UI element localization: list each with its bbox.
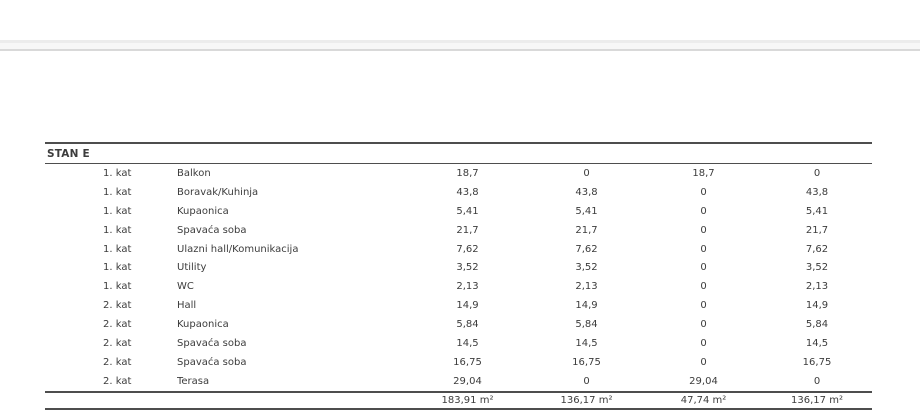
table-section-header: STAN E [45, 144, 872, 164]
floor-cell: 1. kat [103, 224, 132, 236]
table-section-title: STAN E [47, 147, 90, 160]
value-cell: 29,04 [453, 375, 482, 387]
value-cell: 3,52 [456, 262, 479, 274]
total-area-cell: 183,91 m² [441, 394, 494, 406]
room-cell: Hall [177, 300, 197, 312]
table-row: 2. kat Terasa 29,04 0 29,04 0 [45, 372, 872, 391]
value-cell: 0 [700, 356, 707, 368]
room-cell: Utility [177, 262, 207, 274]
value-cell: 0 [583, 375, 590, 387]
room-cell: Spavaća soba [177, 337, 247, 349]
value-cell: 0 [700, 205, 707, 217]
room-cell: Terasa [177, 375, 210, 387]
table-body: 1. kat Balkon 18,7 0 18,7 0 1. kat Borav… [45, 164, 872, 391]
value-cell: 43,8 [575, 186, 598, 198]
table-row: 1. kat Spavaća soba 21,7 21,7 0 21,7 [45, 221, 872, 240]
value-cell: 7,62 [575, 243, 598, 255]
value-cell: 0 [813, 375, 821, 387]
value-cell: 14,5 [805, 337, 829, 349]
value-cell: 5,84 [456, 319, 479, 331]
table-row: 1. kat Utility 3,52 3,52 0 3,52 [45, 258, 872, 277]
table-row: 2. kat Kupaonica 5,84 5,84 0 5,84 [45, 315, 872, 334]
totals-row: 183,91 m² 136,17 m² 47,74 m² 136,17 m² [45, 390, 872, 410]
value-cell: 0 [700, 300, 707, 312]
value-cell: 21,7 [456, 224, 479, 236]
value-cell: 7,62 [805, 243, 829, 255]
value-cell: 43,8 [805, 186, 829, 198]
table-row: 1. kat WC 2,13 2,13 0 2,13 [45, 277, 872, 296]
value-cell: 14,9 [456, 300, 479, 312]
floor-cell: 1. kat [103, 205, 132, 217]
value-cell: 0 [700, 337, 707, 349]
floor-cell: 1. kat [103, 262, 132, 274]
value-cell: 21,7 [805, 224, 829, 236]
table-row: 1. kat Balkon 18,7 0 18,7 0 [45, 164, 872, 183]
room-cell: Balkon [177, 167, 211, 179]
value-cell: 0 [700, 281, 707, 293]
value-cell: 0 [700, 262, 707, 274]
room-cell: Ulazni hall/Komunikacija [177, 243, 299, 255]
value-cell: 3,52 [805, 262, 829, 274]
value-cell: 14,5 [456, 337, 479, 349]
value-cell: 14,9 [575, 300, 598, 312]
floor-cell: 2. kat [103, 319, 132, 331]
value-cell: 16,75 [572, 356, 601, 368]
value-cell: 0 [700, 319, 707, 331]
floor-cell: 2. kat [103, 300, 132, 312]
value-cell: 21,7 [575, 224, 598, 236]
value-cell: 5,41 [805, 205, 829, 217]
floor-cell: 1. kat [103, 243, 132, 255]
value-cell: 29,04 [689, 375, 718, 387]
total-net-area-cell: 136,17 m² [791, 394, 843, 406]
value-cell: 5,41 [575, 205, 598, 217]
value-cell: 16,75 [453, 356, 482, 368]
value-cell: 5,41 [456, 205, 479, 217]
table-row: 2. kat Spavaća soba 14,5 14,5 0 14,5 [45, 334, 872, 353]
value-cell: 18,7 [456, 167, 479, 179]
value-cell: 43,8 [456, 186, 479, 198]
floor-cell: 1. kat [103, 186, 132, 198]
room-cell: Spavaća soba [177, 356, 247, 368]
table-row: 1. kat Kupaonica 5,41 5,41 0 5,41 [45, 202, 872, 221]
divider-strip-dark [0, 49, 920, 51]
floor-cell: 1. kat [103, 281, 132, 293]
divider-strip-light [0, 40, 920, 43]
top-toolbar-divider [0, 40, 920, 51]
floor-cell: 2. kat [103, 337, 132, 349]
floor-cell: 2. kat [103, 356, 132, 368]
table-row: 2. kat Hall 14,9 14,9 0 14,9 [45, 296, 872, 315]
divider-strip-faint [0, 43, 920, 49]
value-cell: 14,9 [805, 300, 829, 312]
floor-cell: 1. kat [103, 167, 132, 179]
value-cell: 0 [813, 167, 821, 179]
room-cell: WC [177, 281, 194, 293]
value-cell: 0 [700, 224, 707, 236]
value-cell: 3,52 [575, 262, 598, 274]
room-cell: Kupaonica [177, 205, 229, 217]
area-table: STAN E 1. kat Balkon 18,7 0 18,7 0 1. ka… [45, 142, 872, 410]
value-cell: 2,13 [456, 281, 479, 293]
value-cell: 14,5 [575, 337, 598, 349]
value-cell: 0 [583, 167, 590, 179]
value-cell: 18,7 [692, 167, 715, 179]
total-closed-area-cell: 136,17 m² [560, 394, 613, 406]
value-cell: 5,84 [575, 319, 598, 331]
value-cell: 2,13 [575, 281, 598, 293]
table-row: 1. kat Boravak/Kuhinja 43,8 43,8 0 43,8 [45, 183, 872, 202]
value-cell: 5,84 [805, 319, 829, 331]
room-cell: Spavaća soba [177, 224, 247, 236]
room-cell: Kupaonica [177, 319, 229, 331]
room-cell: Boravak/Kuhinja [177, 186, 259, 198]
floor-cell: 2. kat [103, 375, 132, 387]
value-cell: 2,13 [805, 281, 829, 293]
table-row: 1. kat Ulazni hall/Komunikacija 7,62 7,6… [45, 240, 872, 259]
value-cell: 16,75 [802, 356, 832, 368]
value-cell: 0 [700, 243, 707, 255]
table-row: 2. kat Spavaća soba 16,75 16,75 0 16,75 [45, 353, 872, 372]
value-cell: 0 [700, 186, 707, 198]
value-cell: 7,62 [456, 243, 479, 255]
total-open-area-cell: 47,74 m² [680, 394, 727, 406]
